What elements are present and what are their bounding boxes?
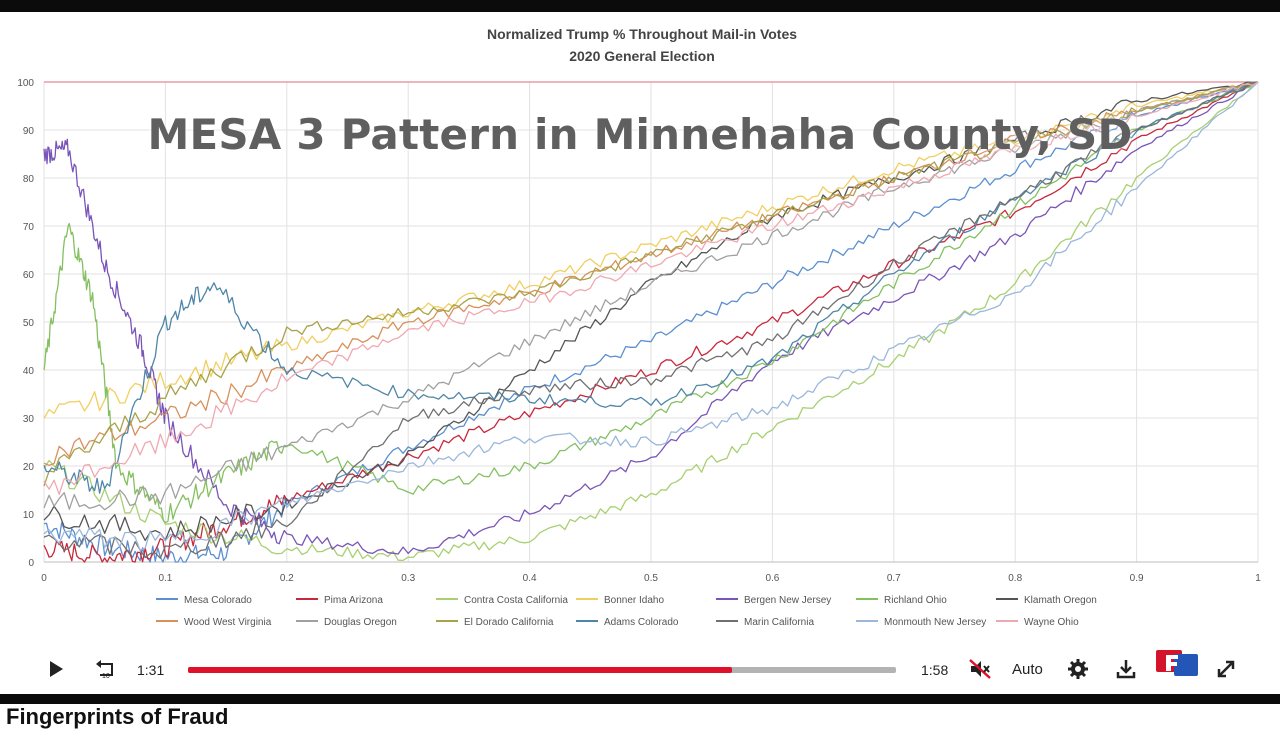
legend-entry: Marin California bbox=[744, 617, 814, 628]
legend-entry: Wayne Ohio bbox=[1024, 617, 1079, 628]
series-line bbox=[43, 81, 1259, 494]
svg-text:10: 10 bbox=[102, 673, 110, 680]
play-icon[interactable] bbox=[44, 656, 68, 682]
x-tick-label: 0.1 bbox=[158, 573, 172, 584]
chart-frame: 0 0.1 0.2 0.3 0.4 0.5 0.6 0.7 0.8 0.9 1 0 10 20 30 40 5… bbox=[0, 12, 1280, 694]
below-video-heading: Fingerprints of Fraud bbox=[6, 704, 229, 729]
x-tick-label: 0 bbox=[41, 573, 47, 584]
x-tick-label: 0.6 bbox=[765, 573, 779, 584]
series-line bbox=[43, 81, 1259, 524]
x-tick-labels: 0 0.1 0.2 0.3 0.4 0.5 0.6 0.7 0.8 0.9 1 bbox=[41, 573, 1261, 584]
series-line bbox=[43, 81, 1259, 559]
y-tick-label: 30 bbox=[23, 414, 35, 425]
series-line bbox=[43, 81, 1259, 542]
current-time: 1:31 bbox=[137, 662, 165, 678]
brand-logo-icon[interactable] bbox=[1156, 648, 1200, 676]
series-line bbox=[43, 81, 1259, 562]
legend-entry: El Dorado California bbox=[464, 617, 554, 628]
legend-entry: Douglas Oregon bbox=[324, 617, 397, 628]
seek-bar-played bbox=[188, 667, 732, 673]
letterbox-bottom bbox=[0, 694, 1280, 704]
download-icon[interactable] bbox=[1112, 656, 1140, 682]
replay-10-icon[interactable]: 10 bbox=[92, 656, 120, 682]
legend-entry: Mesa Colorado bbox=[184, 595, 252, 606]
legend-entry: Contra Costa California bbox=[464, 595, 568, 606]
y-tick-label: 20 bbox=[23, 462, 35, 473]
legend-entry: Pima Arizona bbox=[324, 595, 383, 606]
chart-grid bbox=[43, 81, 1259, 563]
series-line bbox=[43, 81, 1259, 551]
quality-selector[interactable]: Auto bbox=[1012, 661, 1043, 678]
chart-legend: Mesa Colorado Pima Arizona Contra Costa Ca… bbox=[156, 595, 1097, 628]
y-tick-labels: 0 10 20 30 40 50 60 70 80 90 100 bbox=[17, 78, 34, 569]
legend-entry: Wood West Virginia bbox=[184, 617, 272, 628]
series-line bbox=[43, 81, 1259, 487]
y-tick-label: 0 bbox=[28, 558, 34, 569]
duration: 1:58 bbox=[921, 662, 949, 678]
series-line bbox=[43, 81, 1259, 563]
y-tick-label: 70 bbox=[23, 222, 35, 233]
legend-entry: Bergen New Jersey bbox=[744, 595, 831, 606]
y-tick-label: 100 bbox=[17, 78, 34, 89]
chart-series-lines bbox=[43, 81, 1259, 563]
player-controls: 10 1:31 1:58 Auto bbox=[0, 640, 1280, 696]
legend-entry: Richland Ohio bbox=[884, 595, 947, 606]
y-tick-label: 50 bbox=[23, 318, 35, 329]
y-tick-label: 10 bbox=[23, 510, 35, 521]
y-tick-label: 40 bbox=[23, 366, 35, 377]
muted-speaker-icon[interactable] bbox=[966, 656, 994, 682]
x-tick-label: 0.4 bbox=[523, 573, 537, 584]
x-tick-label: 0.7 bbox=[887, 573, 901, 584]
video-player[interactable]: 0 0.1 0.2 0.3 0.4 0.5 0.6 0.7 0.8 0.9 1 0 10 20 30 40 5… bbox=[0, 12, 1280, 694]
y-tick-label: 80 bbox=[23, 174, 35, 185]
gear-icon[interactable] bbox=[1064, 656, 1092, 682]
x-tick-label: 0.9 bbox=[1130, 573, 1144, 584]
video-overlay-title: MESA 3 Pattern in Minnehaha County, SD bbox=[147, 110, 1133, 159]
legend-entry: Adams Colorado bbox=[604, 617, 679, 628]
series-line bbox=[43, 81, 1259, 511]
legend-entry: Klamath Oregon bbox=[1024, 595, 1097, 606]
x-tick-label: 0.3 bbox=[401, 573, 415, 584]
chart-subtitle: 2020 General Election bbox=[569, 48, 715, 64]
legend-entry: Monmouth New Jersey bbox=[884, 617, 986, 628]
x-tick-label: 0.2 bbox=[280, 573, 294, 584]
series-line bbox=[43, 81, 1259, 555]
series-line bbox=[43, 81, 1259, 495]
x-tick-label: 0.5 bbox=[644, 573, 658, 584]
y-tick-label: 90 bbox=[23, 126, 35, 137]
legend-entry: Bonner Idaho bbox=[604, 595, 664, 606]
letterbox-top bbox=[0, 0, 1280, 12]
series-line bbox=[43, 81, 1259, 419]
seek-bar[interactable] bbox=[188, 667, 896, 673]
y-tick-label: 60 bbox=[23, 270, 35, 281]
x-tick-label: 0.8 bbox=[1008, 573, 1022, 584]
fullscreen-icon[interactable] bbox=[1212, 656, 1240, 682]
x-tick-label: 1 bbox=[1255, 573, 1261, 584]
line-chart: 0 0.1 0.2 0.3 0.4 0.5 0.6 0.7 0.8 0.9 1 0 10 20 30 40 5… bbox=[17, 26, 1261, 628]
chart-title: Normalized Trump % Throughout Mail-in Vo… bbox=[487, 26, 797, 42]
